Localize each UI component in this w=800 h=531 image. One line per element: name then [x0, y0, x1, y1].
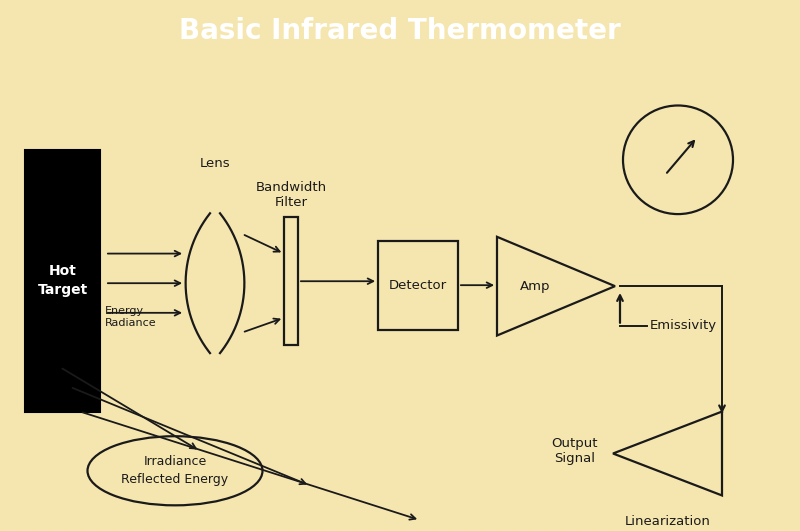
Text: Emissivity: Emissivity [650, 319, 717, 332]
Bar [25, 150, 100, 412]
Text: Output
Signal: Output Signal [552, 437, 598, 465]
Text: Hot
Target: Hot Target [38, 264, 88, 297]
Bar [378, 241, 458, 330]
Text: Bandwidth
Filter: Bandwidth Filter [255, 181, 326, 209]
Text: Irradiance
Reflected Energy: Irradiance Reflected Energy [122, 455, 229, 486]
Text: Amp: Amp [520, 280, 550, 293]
Bar [284, 217, 298, 345]
Text: Lens: Lens [200, 157, 230, 170]
Text: Basic Infrared Thermometer: Basic Infrared Thermometer [179, 16, 621, 45]
Text: Energy
Radiance: Energy Radiance [105, 306, 157, 328]
Text: Detector: Detector [389, 279, 447, 292]
Text: Linearization: Linearization [625, 515, 710, 528]
